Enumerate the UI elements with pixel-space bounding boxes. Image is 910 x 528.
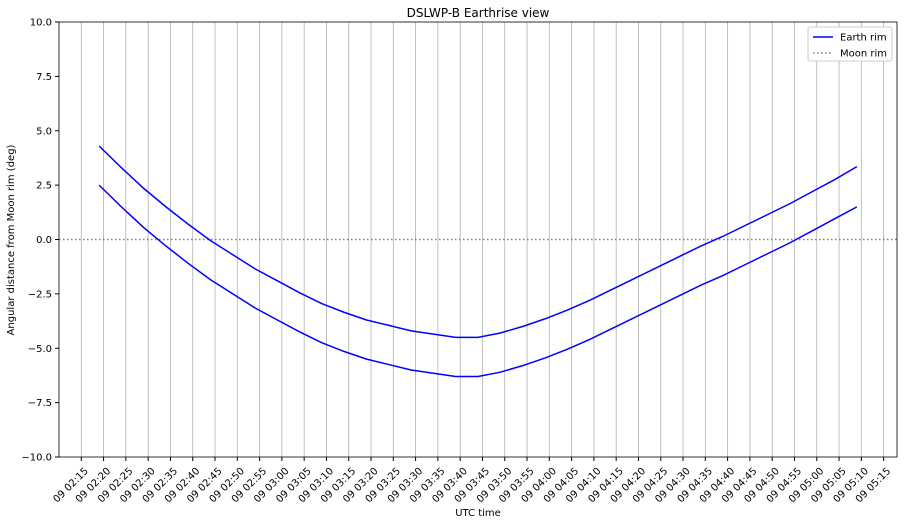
y-tick-label: 7.5 — [36, 72, 52, 83]
legend-label: Moon rim — [840, 49, 887, 60]
y-tick-label: 2.5 — [36, 181, 52, 192]
axes-frame — [58, 21, 898, 458]
y-axis-label: Angular distance from Moon rim (deg) — [6, 144, 17, 335]
y-tick-label: 10.0 — [30, 18, 52, 29]
y-tick-label: −2.5 — [28, 289, 52, 300]
chart-title: DSLWP-B Earthrise view — [407, 6, 550, 20]
y-tick-label: 0.0 — [36, 235, 52, 246]
line-series — [98, 184, 858, 378]
legend-label: Earth rim — [840, 33, 887, 44]
x-axis-label: UTC time — [455, 508, 501, 519]
y-tick-label: −5.0 — [28, 344, 52, 355]
line-series — [98, 145, 858, 339]
y-tick-label: 5.0 — [36, 126, 52, 137]
y-tick-label: −7.5 — [28, 398, 52, 409]
y-tick-label: −10.0 — [21, 453, 52, 464]
